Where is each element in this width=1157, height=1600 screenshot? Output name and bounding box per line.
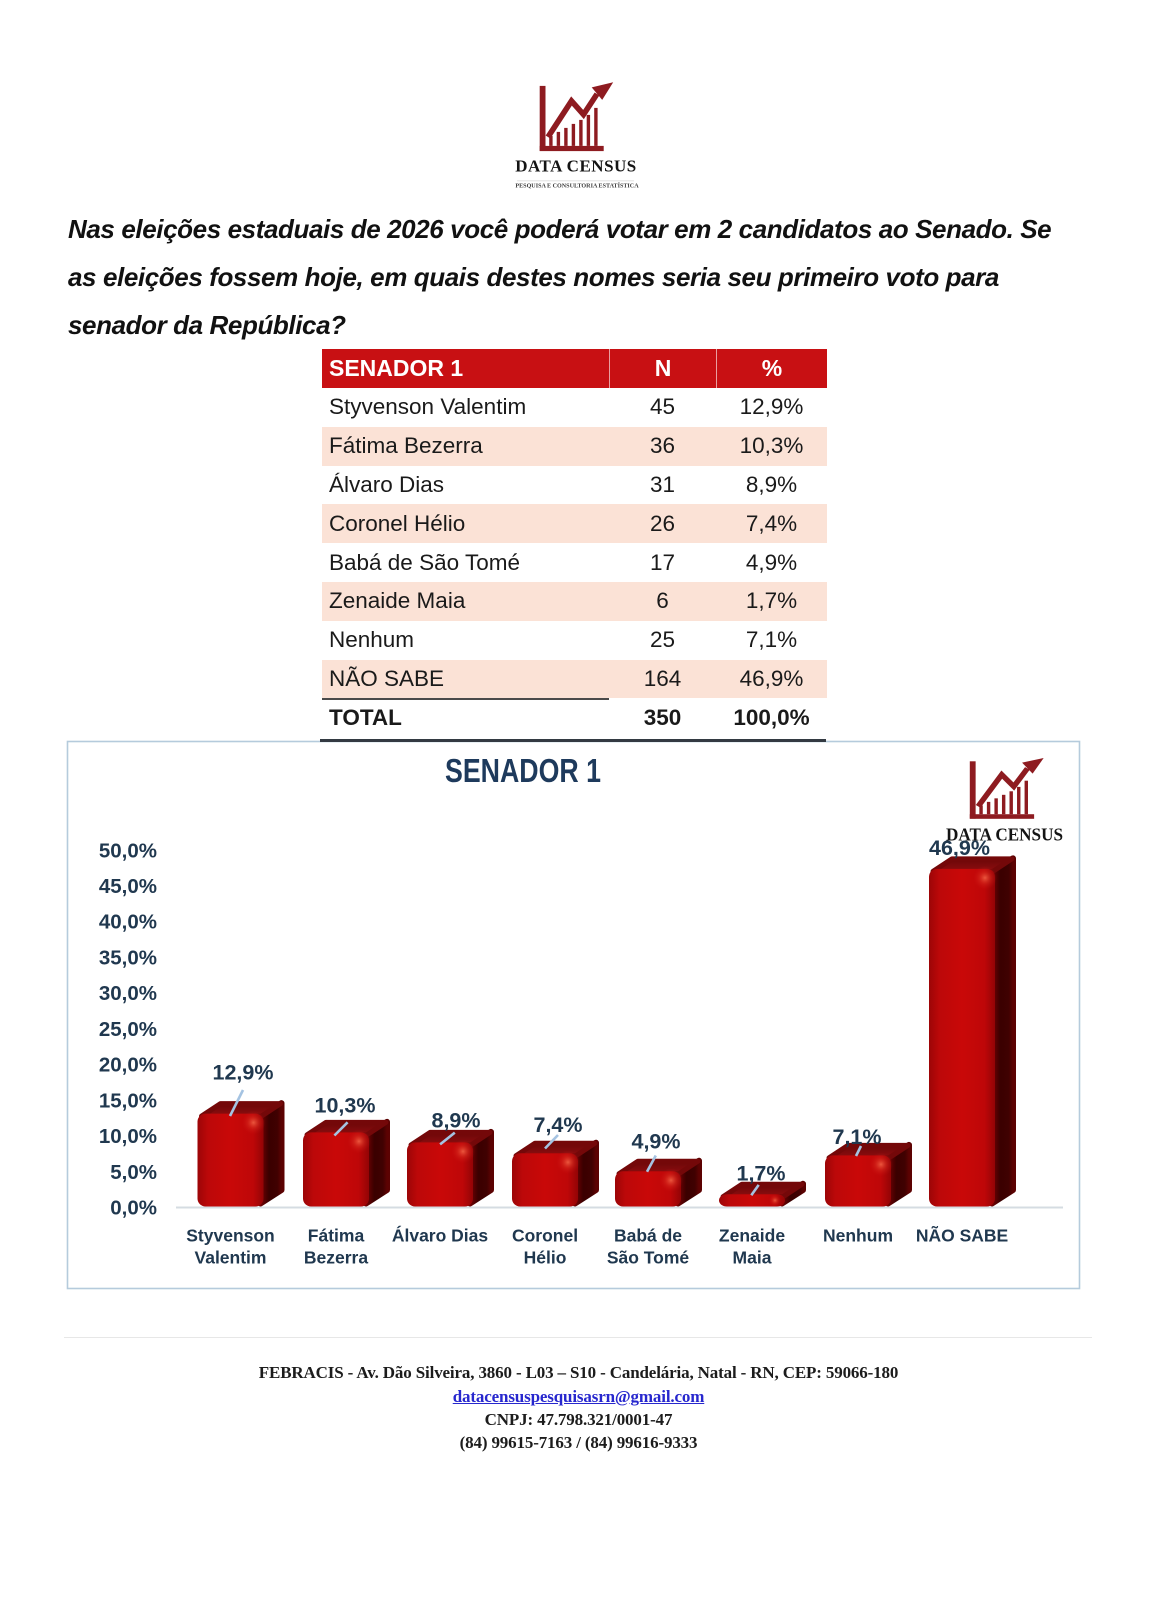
svg-text:20,0%: 20,0%	[99, 1054, 157, 1077]
svg-text:7,4%: 7,4%	[533, 1113, 582, 1137]
svg-text:Bezerra: Bezerra	[304, 1248, 368, 1268]
svg-text:8,9%: 8,9%	[431, 1109, 480, 1133]
svg-text:46,9%: 46,9%	[929, 836, 990, 860]
svg-text:Maia: Maia	[733, 1248, 772, 1268]
svg-text:1,7%: 1,7%	[736, 1162, 785, 1186]
svg-text:10,0%: 10,0%	[99, 1125, 157, 1148]
svg-text:Babá de: Babá de	[614, 1226, 682, 1246]
svg-text:Fátima: Fátima	[308, 1226, 365, 1246]
svg-text:25,0%: 25,0%	[99, 1018, 157, 1041]
svg-text:0,0%: 0,0%	[110, 1197, 157, 1220]
svg-text:40,0%: 40,0%	[99, 911, 157, 934]
svg-text:DATA CENSUS: DATA CENSUS	[515, 157, 637, 176]
svg-text:Zenaide: Zenaide	[719, 1226, 785, 1246]
svg-text:4,9%: 4,9%	[631, 1130, 680, 1154]
svg-text:NÃO SABE: NÃO SABE	[916, 1225, 1008, 1246]
svg-text:45,0%: 45,0%	[99, 875, 157, 898]
svg-text:Valentim: Valentim	[195, 1248, 267, 1268]
svg-text:15,0%: 15,0%	[99, 1089, 157, 1112]
svg-text:PESQUISA E CONSULTORIA ESTATÍS: PESQUISA E CONSULTORIA ESTATÍSTICA	[515, 182, 639, 190]
svg-text:30,0%: 30,0%	[99, 982, 157, 1005]
svg-text:DATA CENSUS: DATA CENSUS	[946, 825, 1063, 845]
svg-text:7,1%: 7,1%	[832, 1125, 881, 1149]
svg-text:Styvenson: Styvenson	[186, 1226, 275, 1246]
svg-text:10,3%: 10,3%	[315, 1094, 376, 1118]
svg-text:35,0%: 35,0%	[99, 946, 157, 969]
svg-text:São Tomé: São Tomé	[607, 1248, 690, 1268]
svg-text:Álvaro Dias: Álvaro Dias	[392, 1225, 489, 1246]
svg-text:SENADOR 1: SENADOR 1	[445, 752, 601, 789]
svg-text:12,9%: 12,9%	[213, 1061, 274, 1085]
svg-text:Coronel: Coronel	[512, 1226, 578, 1246]
svg-text:50,0%: 50,0%	[99, 839, 157, 862]
svg-text:5,0%: 5,0%	[110, 1161, 157, 1184]
svg-text:Hélio: Hélio	[524, 1248, 567, 1268]
svg-text:Nenhum: Nenhum	[823, 1226, 893, 1246]
